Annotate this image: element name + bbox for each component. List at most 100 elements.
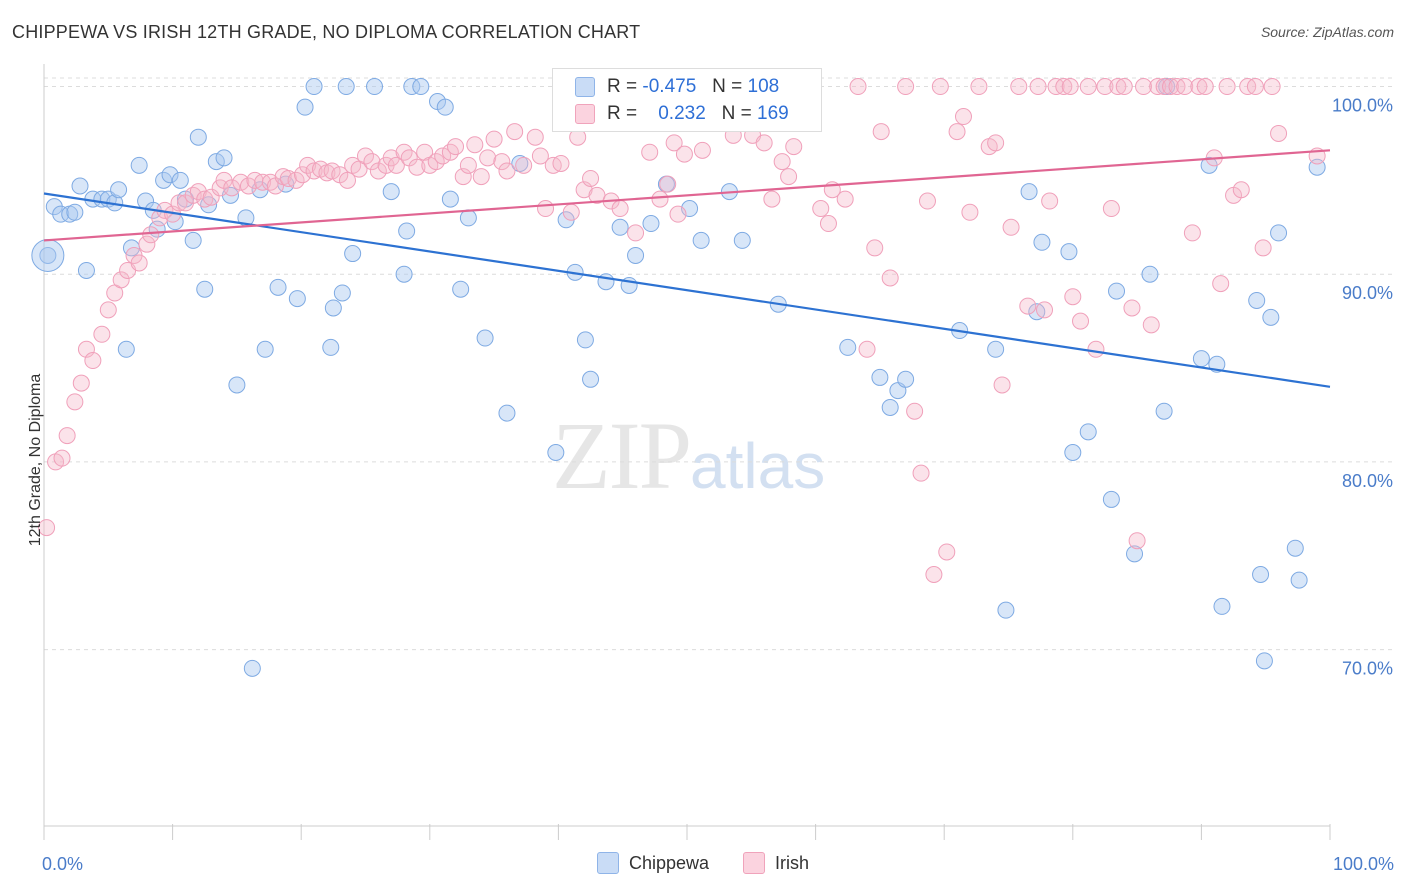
chippewa-point: [987, 340, 1005, 358]
irish-point: [763, 190, 781, 208]
chippewa-point: [459, 209, 477, 227]
chippewa-point: [382, 183, 400, 201]
axis-labels: 100.0% 90.0% 80.0% 70.0% 0.0% 100.0% 12th Grad…: [27, 96, 1394, 874]
chippewa-point: [288, 290, 306, 308]
irish-point: [1263, 78, 1281, 96]
irish-point: [202, 188, 220, 206]
irish-point: [1254, 239, 1272, 257]
y-tick-label: 70.0%: [1342, 659, 1393, 679]
irish-point: [531, 147, 549, 165]
chippewa-point: [1141, 265, 1159, 283]
irish-point: [1064, 288, 1082, 306]
chippewa-trend-line: [43, 192, 1331, 388]
irish-point: [112, 271, 130, 289]
chippewa-point: [305, 78, 323, 96]
chippewa-point: [71, 177, 89, 195]
legend-item-irish[interactable]: Irish: [743, 852, 809, 874]
irish-point: [305, 162, 323, 180]
irish-point: [1002, 218, 1020, 236]
irish-point: [993, 376, 1011, 394]
irish-point: [954, 108, 972, 126]
irish-point: [1079, 78, 1097, 96]
chippewa-point: [366, 78, 384, 96]
irish-point: [515, 156, 533, 174]
irish-point: [780, 168, 798, 186]
chippewa-point: [322, 338, 340, 356]
irish-point: [881, 269, 899, 287]
irish-point: [627, 224, 645, 242]
chippewa-point: [576, 331, 594, 349]
irish-point: [552, 154, 570, 172]
irish-point: [427, 153, 445, 171]
legend-n-label: N =: [721, 103, 752, 124]
irish-point: [931, 78, 949, 96]
chippewa-point: [1060, 243, 1078, 261]
irish-point: [1096, 78, 1114, 96]
irish-point: [130, 254, 148, 272]
irish-point: [961, 203, 979, 221]
irish-point: [408, 158, 426, 176]
irish-point: [66, 393, 84, 411]
chippewa-point: [611, 218, 629, 236]
irish-point: [1102, 200, 1120, 218]
irish-point: [454, 168, 472, 186]
irish-point: [447, 138, 465, 156]
irish-point: [659, 175, 677, 193]
irish-point: [693, 141, 711, 159]
irish-point: [755, 134, 773, 152]
chippewa-point: [582, 370, 600, 388]
legend-r-label: R =: [607, 103, 638, 124]
irish-point: [987, 134, 1005, 152]
watermark: ZIPatlas: [552, 400, 825, 511]
chippewa-point: [155, 171, 173, 189]
legend-n-value: 169: [757, 103, 789, 124]
axes: [43, 64, 1331, 840]
source-label: Source: ZipAtlas.com: [1260, 24, 1394, 40]
chippewa-point: [1262, 308, 1280, 326]
irish-point: [1270, 124, 1288, 142]
irish-point: [1123, 299, 1141, 317]
irish-point: [582, 169, 600, 187]
irish-point: [675, 145, 693, 163]
irish-point: [897, 78, 915, 96]
legend-n-label: N =: [712, 76, 743, 97]
irish-point: [498, 162, 516, 180]
irish-point: [287, 171, 305, 189]
irish-point: [611, 200, 629, 218]
irish-points: [38, 78, 1326, 584]
series-legend: Chippewa Irish: [0, 852, 1406, 874]
irish-point: [338, 171, 356, 189]
irish-point: [196, 190, 214, 208]
irish-point: [537, 200, 555, 218]
irish-point: [819, 215, 837, 233]
irish-point: [1010, 78, 1028, 96]
chippewa-point: [1033, 233, 1051, 251]
irish-point: [232, 173, 250, 191]
irish-point: [1212, 275, 1230, 293]
irish-point: [299, 156, 317, 174]
chippewa-point: [1126, 545, 1144, 563]
chippewa-point: [66, 203, 84, 221]
chippewa-point: [1270, 224, 1288, 242]
irish-point: [866, 239, 884, 257]
chippewa-point: [692, 231, 710, 249]
chart-title: CHIPPEWA VS IRISH 12TH GRADE, NO DIPLOMA…: [12, 22, 641, 42]
chippewa-point: [228, 376, 246, 394]
irish-point: [1061, 78, 1079, 96]
legend-item-chippewa[interactable]: Chippewa: [596, 852, 710, 874]
chippewa-point: [498, 404, 516, 422]
irish-point: [665, 134, 683, 152]
chippewa-point: [1213, 597, 1231, 615]
chippewa-point: [333, 284, 351, 302]
irish-point: [363, 153, 381, 171]
chippewa-point-large: [31, 238, 65, 272]
irish-point: [1072, 312, 1090, 330]
chippewa-point: [117, 340, 135, 358]
irish-point: [357, 147, 374, 165]
irish-legend-swatch: [743, 852, 766, 874]
irish-point: [84, 352, 102, 370]
legend-label-chippewa: Chippewa: [628, 852, 710, 873]
chippewa-point: [441, 190, 459, 208]
irish-point: [223, 179, 241, 197]
